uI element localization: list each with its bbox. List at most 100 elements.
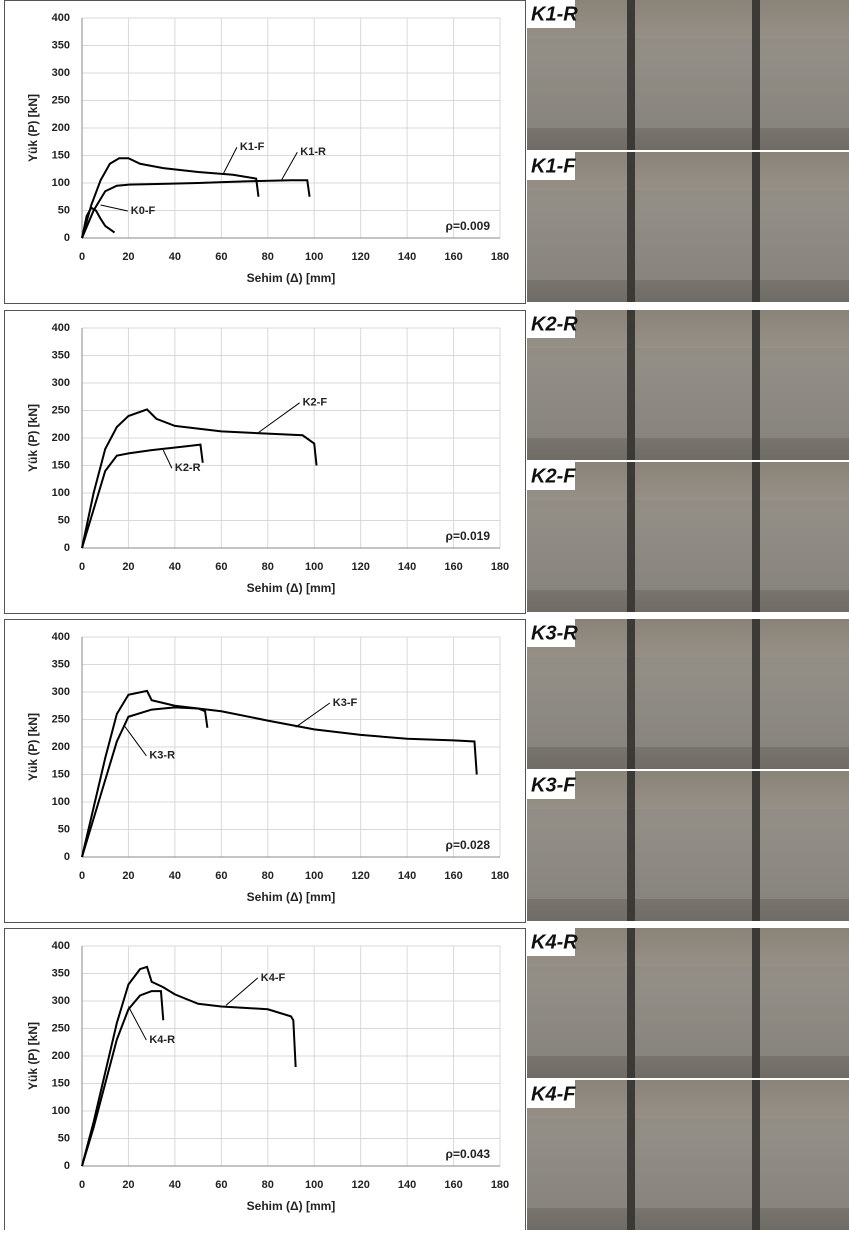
photo-rod	[627, 1080, 635, 1230]
chart: 0501001502002503003504000204060801001201…	[5, 929, 526, 1231]
photo-rod	[627, 462, 635, 612]
y-tick-label: 300	[52, 995, 70, 1007]
photo: K4-R	[527, 928, 849, 1078]
y-tick-label: 350	[52, 39, 70, 51]
x-tick-label: 100	[305, 561, 323, 573]
y-tick-label: 50	[58, 1132, 70, 1144]
photo-rod	[627, 928, 635, 1078]
annotation: ρ=0.019	[446, 529, 491, 543]
photo-label: K2-R	[531, 313, 578, 335]
y-tick-label: 250	[52, 94, 70, 106]
photo: K1-F	[527, 152, 849, 302]
x-tick-label: 40	[169, 870, 181, 882]
photo: K3-R	[527, 619, 849, 769]
photo-label: K2-F	[531, 465, 576, 487]
y-axis-label: Yük (P) [kN]	[26, 404, 40, 472]
chart: 0501001502002503003504000204060801001201…	[5, 620, 526, 923]
x-tick-label: 40	[169, 251, 181, 263]
y-tick-label: 300	[52, 377, 70, 389]
x-tick-label: 160	[444, 251, 462, 263]
photo: K3-F	[527, 771, 849, 921]
annotation: ρ=0.028	[446, 838, 491, 852]
photo-beam	[527, 966, 849, 1056]
x-tick-label: 140	[398, 561, 416, 573]
x-tick-label: 80	[262, 870, 274, 882]
photo-rod	[752, 462, 760, 612]
y-tick-label: 150	[52, 459, 70, 471]
photo-beam	[527, 348, 849, 438]
y-tick-label: 50	[58, 204, 70, 216]
photo-beam	[527, 809, 849, 899]
y-tick-label: 100	[52, 487, 70, 499]
x-tick-label: 120	[351, 251, 369, 263]
x-tick-label: 160	[444, 1179, 462, 1191]
photo-label: K3-F	[531, 774, 576, 796]
series-label: K3-F	[333, 697, 358, 709]
x-tick-label: 60	[215, 870, 227, 882]
photo-beam	[527, 1118, 849, 1208]
x-tick-label: 80	[262, 251, 274, 263]
x-tick-label: 20	[122, 251, 134, 263]
y-tick-label: 200	[52, 1050, 70, 1062]
x-tick-label: 60	[215, 561, 227, 573]
photo-rod	[752, 619, 760, 769]
x-tick-label: 100	[305, 1179, 323, 1191]
photo-rod	[752, 1080, 760, 1230]
x-tick-label: 180	[491, 870, 509, 882]
series-label: K2-R	[175, 462, 201, 474]
y-tick-label: 350	[52, 658, 70, 670]
photo-rod	[752, 928, 760, 1078]
annotation: ρ=0.043	[446, 1147, 491, 1161]
series-label: K4-F	[261, 972, 286, 984]
photo-rod	[752, 152, 760, 302]
x-axis-label: Sehim (Δ) [mm]	[247, 890, 336, 904]
x-tick-label: 120	[351, 870, 369, 882]
x-tick-label: 160	[444, 870, 462, 882]
x-tick-label: 0	[79, 251, 85, 263]
series-label: K0-F	[131, 205, 156, 217]
x-tick-label: 20	[122, 561, 134, 573]
photo-rod	[752, 0, 760, 150]
y-tick-label: 300	[52, 686, 70, 698]
x-tick-label: 100	[305, 251, 323, 263]
x-axis-label: Sehim (Δ) [mm]	[247, 581, 336, 595]
y-axis-label: Yük (P) [kN]	[26, 1022, 40, 1090]
x-tick-label: 140	[398, 251, 416, 263]
photo-rod	[627, 152, 635, 302]
x-tick-label: 0	[79, 561, 85, 573]
photo: K2-F	[527, 462, 849, 612]
y-axis-label: Yük (P) [kN]	[26, 94, 40, 162]
series-label: K3-R	[149, 750, 175, 762]
x-tick-label: 0	[79, 1179, 85, 1191]
x-axis-label: Sehim (Δ) [mm]	[247, 1199, 336, 1213]
y-tick-label: 100	[52, 1105, 70, 1117]
photo-label: K4-R	[531, 931, 578, 953]
x-tick-label: 180	[491, 561, 509, 573]
photo-rod	[627, 771, 635, 921]
y-tick-label: 50	[58, 823, 70, 835]
x-tick-label: 140	[398, 870, 416, 882]
series-label: K1-R	[300, 146, 326, 158]
photo-beam	[527, 500, 849, 590]
photo: K2-R	[527, 310, 849, 460]
x-tick-label: 60	[215, 1179, 227, 1191]
x-tick-label: 0	[79, 870, 85, 882]
photo-beam	[527, 38, 849, 128]
x-tick-label: 80	[262, 1179, 274, 1191]
photo-rod	[752, 771, 760, 921]
y-tick-label: 200	[52, 741, 70, 753]
y-tick-label: 400	[52, 322, 70, 334]
y-tick-label: 150	[52, 768, 70, 780]
series-label: K2-F	[303, 397, 328, 409]
x-tick-label: 60	[215, 251, 227, 263]
photo-rod	[627, 310, 635, 460]
y-tick-label: 0	[64, 232, 70, 244]
y-tick-label: 300	[52, 67, 70, 79]
series-label: K1-F	[240, 141, 265, 153]
photo-label: K3-R	[531, 622, 578, 644]
y-tick-label: 350	[52, 349, 70, 361]
series-label: K4-R	[149, 1034, 175, 1046]
photo-label: K1-F	[531, 155, 576, 177]
